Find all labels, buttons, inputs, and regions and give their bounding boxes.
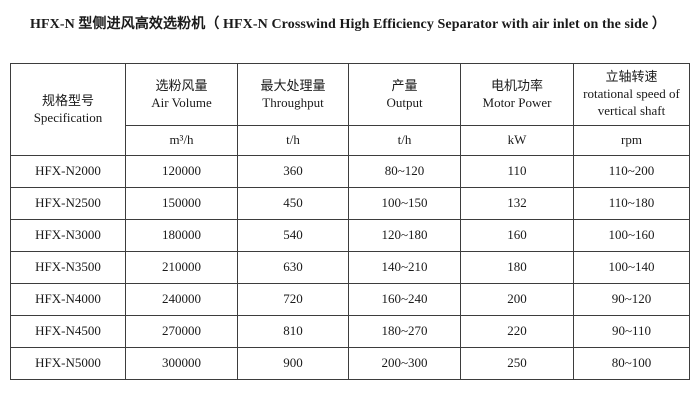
table-cell: 210000 xyxy=(125,251,238,284)
table-cell: HFX-N5000 xyxy=(10,347,126,380)
table-cell: 270000 xyxy=(125,315,238,348)
header-row-main: 规格型号 Specification 选粉风量 Air Volume 最大处理量 Thro… xyxy=(10,63,690,156)
table-cell: 132 xyxy=(460,187,574,220)
table-cell: 80~120 xyxy=(348,155,461,188)
table-row: HFX-N4500 270000 810 180~270 220 90~110 xyxy=(10,315,690,348)
header-cell-2: 最大处理量 Throughput xyxy=(237,63,349,126)
table-cell: 160~240 xyxy=(348,283,461,316)
table-cell: 630 xyxy=(237,251,349,284)
table-cell: 110 xyxy=(460,155,574,188)
table-row: HFX-N5000 300000 900 200~300 250 80~100 xyxy=(10,347,690,380)
table-cell: 720 xyxy=(237,283,349,316)
header-en: Specification xyxy=(33,109,103,125)
table-cell: 200~300 xyxy=(348,347,461,380)
header-en: Motor Power xyxy=(482,94,552,110)
table-cell: 160 xyxy=(460,219,574,252)
table-cell: 240000 xyxy=(125,283,238,316)
header-en: Output xyxy=(386,94,423,110)
header-cell-4: 电机功率 Motor Power xyxy=(460,63,574,126)
header-en: rotational speed of vertical shaft xyxy=(583,86,680,118)
table-cell: 120000 xyxy=(125,155,238,188)
table-cell: 810 xyxy=(237,315,349,348)
header-en: Throughput xyxy=(262,94,324,110)
header-cell-1: 选粉风量 Air Volume xyxy=(125,63,238,126)
table-cell: 180 xyxy=(460,251,574,284)
header-zh: 立轴转速 xyxy=(605,69,658,85)
header-row-units: m³/h t/h t/h kW rpm xyxy=(11,125,690,156)
table-cell: 100~150 xyxy=(348,187,461,220)
table-row: HFX-N3500 210000 630 140~210 180 100~140 xyxy=(10,251,690,284)
table-cell: HFX-N4500 xyxy=(10,315,126,348)
table-cell: 450 xyxy=(237,187,349,220)
table-cell: HFX-N2000 xyxy=(10,155,126,188)
table-cell: 90~110 xyxy=(573,315,690,348)
header-en: Air Volume xyxy=(151,94,212,110)
table-cell: 250 xyxy=(460,347,574,380)
table-cell: HFX-N4000 xyxy=(10,283,126,316)
table-cell: 150000 xyxy=(125,187,238,220)
table-cell: HFX-N3000 xyxy=(10,219,126,252)
table-cell: 120~180 xyxy=(348,219,461,252)
table-cell: 140~210 xyxy=(348,251,461,284)
table-head: 规格型号 Specification 选粉风量 Air Volume 最大处理量 Thro… xyxy=(10,63,690,156)
table-row: HFX-N2000 120000 360 80~120 110 110~200 xyxy=(10,155,690,188)
table-cell: 360 xyxy=(237,155,349,188)
table-cell: 90~120 xyxy=(573,283,690,316)
unit-cell-5: rpm xyxy=(573,125,690,156)
table-cell: 100~160 xyxy=(573,219,690,252)
header-zh: 产量 xyxy=(391,77,418,93)
page-title: HFX-N 型侧进风高效选粉机（ HFX-N Crosswind High Ef… xyxy=(30,17,666,32)
table-cell: 540 xyxy=(237,219,349,252)
table-cell: 180000 xyxy=(125,219,238,252)
table-cell: HFX-N3500 xyxy=(10,251,126,284)
table-cell: HFX-N2500 xyxy=(10,187,126,220)
unit-cell-4: kW xyxy=(460,125,574,156)
header-zh: 电机功率 xyxy=(490,77,543,93)
table-cell: 900 xyxy=(237,347,349,380)
table-cell: 180~270 xyxy=(348,315,461,348)
table-cell: 220 xyxy=(460,315,574,348)
table-row: HFX-N4000 240000 720 160~240 200 90~120 xyxy=(10,283,690,316)
unit-cell-1: m³/h xyxy=(125,125,238,156)
table-cell: 200 xyxy=(460,283,574,316)
table-row: HFX-N2500 150000 450 100~150 132 110~180 xyxy=(10,187,690,220)
table-row: HFX-N3000 180000 540 120~180 160 100~160 xyxy=(10,219,690,252)
header-zh: 选粉风量 xyxy=(155,77,208,93)
table-cell: 80~100 xyxy=(573,347,690,380)
unit-cell-3: t/h xyxy=(348,125,461,156)
header-zh: 规格型号 xyxy=(41,92,94,108)
spec-table: 规格型号 Specification 选粉风量 Air Volume 最大处理量 Thro… xyxy=(10,63,690,380)
header-cell-3: 产量 Output xyxy=(348,63,461,126)
unit-cell-2: t/h xyxy=(237,125,349,156)
header-zh: 最大处理量 xyxy=(260,77,326,93)
header-cell-5: 立轴转速 rotational speed of vertical shaft xyxy=(573,63,690,126)
table-cell: 110~200 xyxy=(573,155,690,188)
table-cell: 100~140 xyxy=(573,251,690,284)
table-cell: 300000 xyxy=(125,347,238,380)
table-cell: 110~180 xyxy=(573,187,690,220)
header-cell-0: 规格型号 Specification xyxy=(10,63,126,156)
table-body: HFX-N2000 120000 360 80~120 110 110~200 HFX-N2… xyxy=(10,155,690,380)
